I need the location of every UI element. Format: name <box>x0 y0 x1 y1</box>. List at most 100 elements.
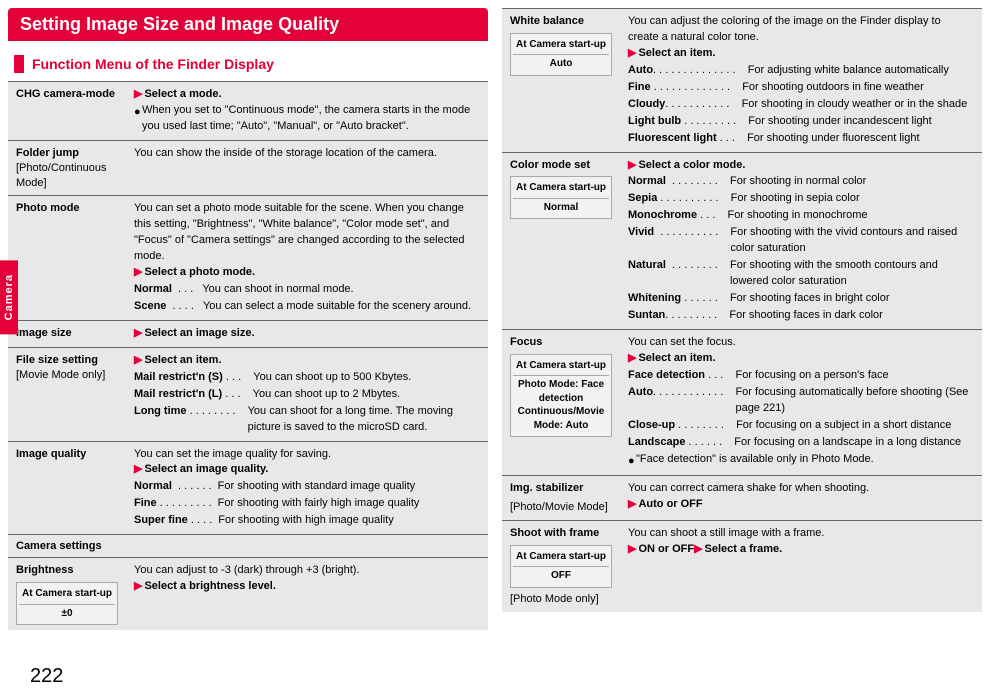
option-row: Mail restrict'n (L) . . . You can shoot … <box>134 387 480 403</box>
section-row: Color mode setAt Camera start-upNormal▶S… <box>502 153 982 329</box>
section-content: You can show the inside of the storage l… <box>134 146 480 191</box>
option-desc: For shooting with fairly high image qual… <box>212 496 480 512</box>
section-content: You can set the image quality for saving… <box>134 447 480 530</box>
option-row: Natural . . . . . . . . For shooting wit… <box>628 258 974 290</box>
setting-section: FocusAt Camera start-upPhoto Mode: Face … <box>502 329 982 476</box>
option-desc: You can select a mode suitable for the s… <box>197 299 480 315</box>
option-dots: . . . . . . <box>681 291 724 307</box>
option-desc: For shooting with high image quality <box>212 513 480 529</box>
marker-icon: ▶ <box>628 159 638 171</box>
section-desc: You can set the focus. <box>628 335 974 351</box>
section-label: Photo mode <box>16 201 134 315</box>
option-row: Mail restrict'n (S) . . . You can shoot … <box>134 370 480 386</box>
note-text: "Face detection" is available only in Ph… <box>634 452 974 470</box>
section-row: Image qualityYou can set the image quali… <box>8 442 488 535</box>
section-label: Shoot with frameAt Camera start-upOFF[Ph… <box>510 526 628 607</box>
section-desc: You can show the inside of the storage l… <box>134 146 480 162</box>
option-row: Monochrome . . . For shooting in monochr… <box>628 208 974 224</box>
option-row: Normal . . . . . . . . For shooting in n… <box>628 174 974 190</box>
option-desc: For shooting in normal color <box>724 174 974 190</box>
option-row: Sepia . . . . . . . . . . For shooting i… <box>628 191 974 207</box>
option-row: Fluorescent light . . . For shooting und… <box>628 131 974 147</box>
option-row: Cloudy. . . . . . . . . . . For shooting… <box>628 97 974 113</box>
option-desc: For shooting with the vivid contours and… <box>724 225 974 257</box>
option-row: Close-up . . . . . . . . For focusing on… <box>628 418 974 434</box>
section-content: You can set a photo mode suitable for th… <box>134 201 480 315</box>
section-row: CHG camera-mode▶Select a mode.●When you … <box>8 82 488 140</box>
section-desc: You can correct camera shake for when sh… <box>628 481 974 497</box>
setting-section: Photo modeYou can set a photo mode suita… <box>8 195 488 320</box>
option-name: Normal <box>134 479 172 495</box>
section-desc: You can shoot a still image with a frame… <box>628 526 974 542</box>
option-dots: . . . . . . <box>172 479 212 495</box>
section-sublabel: [Photo/Movie Mode] <box>510 500 628 515</box>
section-label: BrightnessAt Camera start-up±0 <box>16 563 134 625</box>
option-name: Close-up <box>628 418 675 434</box>
startup-box: At Camera start-up±0 <box>16 582 118 625</box>
option-row: Normal . . . . . .For shooting with stan… <box>134 479 480 495</box>
option-row: Light bulb . . . . . . . . . For shootin… <box>628 114 974 130</box>
option-name: Fluorescent light <box>628 131 717 147</box>
section-row: Shoot with frameAt Camera start-upOFF[Ph… <box>502 521 982 612</box>
setting-section: CHG camera-mode▶Select a mode.●When you … <box>8 81 488 140</box>
setting-section: Folder jump[Photo/Continuous Mode]You ca… <box>8 140 488 196</box>
setting-section: Image size▶Select an image size. <box>8 320 488 347</box>
section-content: You can adjust to -3 (dark) through +3 (… <box>134 563 480 625</box>
marker-icon: ▶ <box>134 580 144 592</box>
option-dots: . . . . . . . . <box>666 258 724 290</box>
option-dots: . . . <box>172 282 196 298</box>
section-label: Image quality <box>16 447 134 530</box>
option-dots: . . . . <box>188 513 212 529</box>
option-row: Auto. . . . . . . . . . . . . . For adju… <box>628 63 974 79</box>
section-content: You can adjust the coloring of the image… <box>628 14 974 147</box>
option-name: Whitening <box>628 291 681 307</box>
option-dots: . . . <box>222 387 246 403</box>
option-dots: . . . . . . . . . . . . . . <box>653 63 742 79</box>
option-name: Auto <box>628 63 653 79</box>
instruction-text: Select a color mode. <box>638 159 745 171</box>
option-row: Scene . . . . You can select a mode suit… <box>134 299 480 315</box>
instruction-text: Select an image size. <box>144 327 254 339</box>
subtitle-marker <box>14 55 24 73</box>
section-row: Folder jump[Photo/Continuous Mode]You ca… <box>8 141 488 196</box>
note-row: ●"Face detection" is available only in P… <box>628 452 974 470</box>
section-content: You can set the focus.▶Select an item.Fa… <box>628 335 974 471</box>
instruction-text: Select a mode. <box>144 88 221 100</box>
section-desc: You can adjust the coloring of the image… <box>628 14 974 46</box>
option-desc: For shooting faces in dark color <box>723 308 974 324</box>
setting-section: Img. stabilizer[Photo/Movie Mode]You can… <box>502 475 982 520</box>
option-desc: For shooting under incandescent light <box>742 114 974 130</box>
option-name: Suntan <box>628 308 665 324</box>
option-name: Landscape <box>628 435 685 451</box>
section-content: ▶Select an image size. <box>134 326 480 342</box>
option-dots: . . . <box>697 208 721 224</box>
section-sublabel: [Photo/Continuous Mode] <box>16 161 134 191</box>
startup-label: At Camera start-up <box>513 38 609 52</box>
option-dots: . . . . . . . . . . <box>657 191 724 207</box>
option-dots: . . . . . . <box>685 435 728 451</box>
option-row: Normal . . . You can shoot in normal mod… <box>134 282 480 298</box>
option-row: Long time . . . . . . . . You can shoot … <box>134 404 480 436</box>
option-dots: . . . . . . . . . . . . <box>653 385 729 417</box>
page-title: Setting Image Size and Image Quality <box>8 8 488 41</box>
setting-section: BrightnessAt Camera start-up±0You can ad… <box>8 557 488 630</box>
marker-icon: ▶ <box>134 266 144 278</box>
option-desc: For focusing on a landscape in a long di… <box>728 435 974 451</box>
section-sublabel: [Movie Mode only] <box>16 368 134 383</box>
setting-section: Shoot with frameAt Camera start-upOFF[Ph… <box>502 520 982 612</box>
option-desc: For focusing automatically before shooti… <box>729 385 974 417</box>
option-row: Fine . . . . . . . . . . . . . For shoot… <box>628 80 974 96</box>
note-text: When you set to "Continuous mode", the c… <box>140 103 480 135</box>
option-name: Scene <box>134 299 166 315</box>
option-desc: You can shoot up to 500 Kbytes. <box>247 370 480 386</box>
marker-icon: ▶ <box>134 327 144 339</box>
section-content: ▶Select a mode.●When you set to "Continu… <box>134 87 480 135</box>
startup-label: At Camera start-up <box>513 550 609 564</box>
option-name: Super fine <box>134 513 188 529</box>
option-desc: For shooting in cloudy weather or in the… <box>736 97 974 113</box>
option-name: Mail restrict'n (S) <box>134 370 223 386</box>
side-tab-camera: Camera <box>0 260 18 334</box>
option-dots: . . . . . . . . <box>666 174 724 190</box>
option-desc: You can shoot up to 2 Mbytes. <box>247 387 480 403</box>
option-name: Sepia <box>628 191 657 207</box>
